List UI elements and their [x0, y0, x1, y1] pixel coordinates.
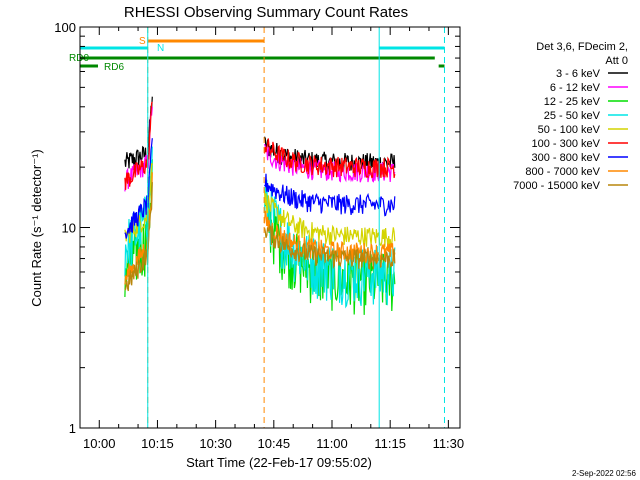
x-tick-label: 10:15	[141, 436, 174, 451]
legend-entry-label: 800 - 7000 keV	[525, 166, 600, 178]
y-axis-label: Count Rate (s⁻¹ detector⁻¹)	[29, 149, 44, 307]
y-tick-label: 10	[62, 221, 76, 236]
series-layer	[124, 96, 396, 315]
chart-title: RHESSI Observing Summary Count Rates	[124, 4, 408, 21]
flag-label-rd0: RD0	[69, 53, 89, 64]
legend-entry-label: 300 - 800 keV	[532, 152, 601, 164]
x-tick-label: 10:45	[258, 436, 291, 451]
legend-entry-label: 100 - 300 keV	[532, 138, 601, 150]
footer-timestamp: 2-Sep-2022 02:56	[572, 469, 637, 478]
flag-layer: SN RD0 RD6	[69, 36, 445, 73]
y-tick-label: 100	[54, 20, 76, 35]
x-tick-label: 11:00	[316, 436, 348, 451]
legend-entry-label: 3 - 6 keV	[556, 68, 601, 80]
series-line	[263, 179, 396, 309]
y-tick-label: 1	[69, 421, 76, 436]
x-axis-label: Start Time (22-Feb-17 09:55:02)	[186, 455, 372, 470]
x-tick-label: 11:15	[374, 436, 406, 451]
vertical-line-layer	[147, 27, 445, 428]
legend-title-line1: Det 3,6, FDecim 2,	[536, 41, 628, 53]
series-line	[264, 173, 396, 217]
legend: Det 3,6, FDecim 2, Att 0 3 - 6 keV 6 - 12 …	[513, 41, 628, 192]
legend-entry-label: 7000 - 15000 keV	[513, 180, 601, 192]
x-tick-label: 10:00	[83, 436, 116, 451]
x-tick-label: 11:30	[433, 436, 465, 451]
flag-label-s: S	[139, 36, 146, 47]
legend-entry-label: 50 - 100 keV	[538, 124, 601, 136]
series-line	[263, 190, 396, 249]
legend-entry-label: 25 - 50 keV	[544, 110, 601, 122]
legend-entry-label: 6 - 12 keV	[550, 82, 601, 94]
series-line	[263, 136, 396, 174]
legend-title-line2: Att 0	[605, 55, 628, 67]
legend-entry-label: 12 - 25 keV	[544, 96, 601, 108]
x-axis: 10:00 10:15 10:30 10:45 11:00 11:15 11:30	[83, 27, 464, 451]
flag-label-n: N	[157, 43, 164, 54]
series-line	[263, 223, 396, 270]
y-axis: 1 10 100	[54, 20, 460, 436]
flag-label-rd6: RD6	[104, 62, 124, 73]
legend-title: Det 3,6, FDecim 2, Att 0	[536, 41, 628, 67]
x-tick-label: 10:30	[199, 436, 232, 451]
series-line	[263, 138, 396, 179]
